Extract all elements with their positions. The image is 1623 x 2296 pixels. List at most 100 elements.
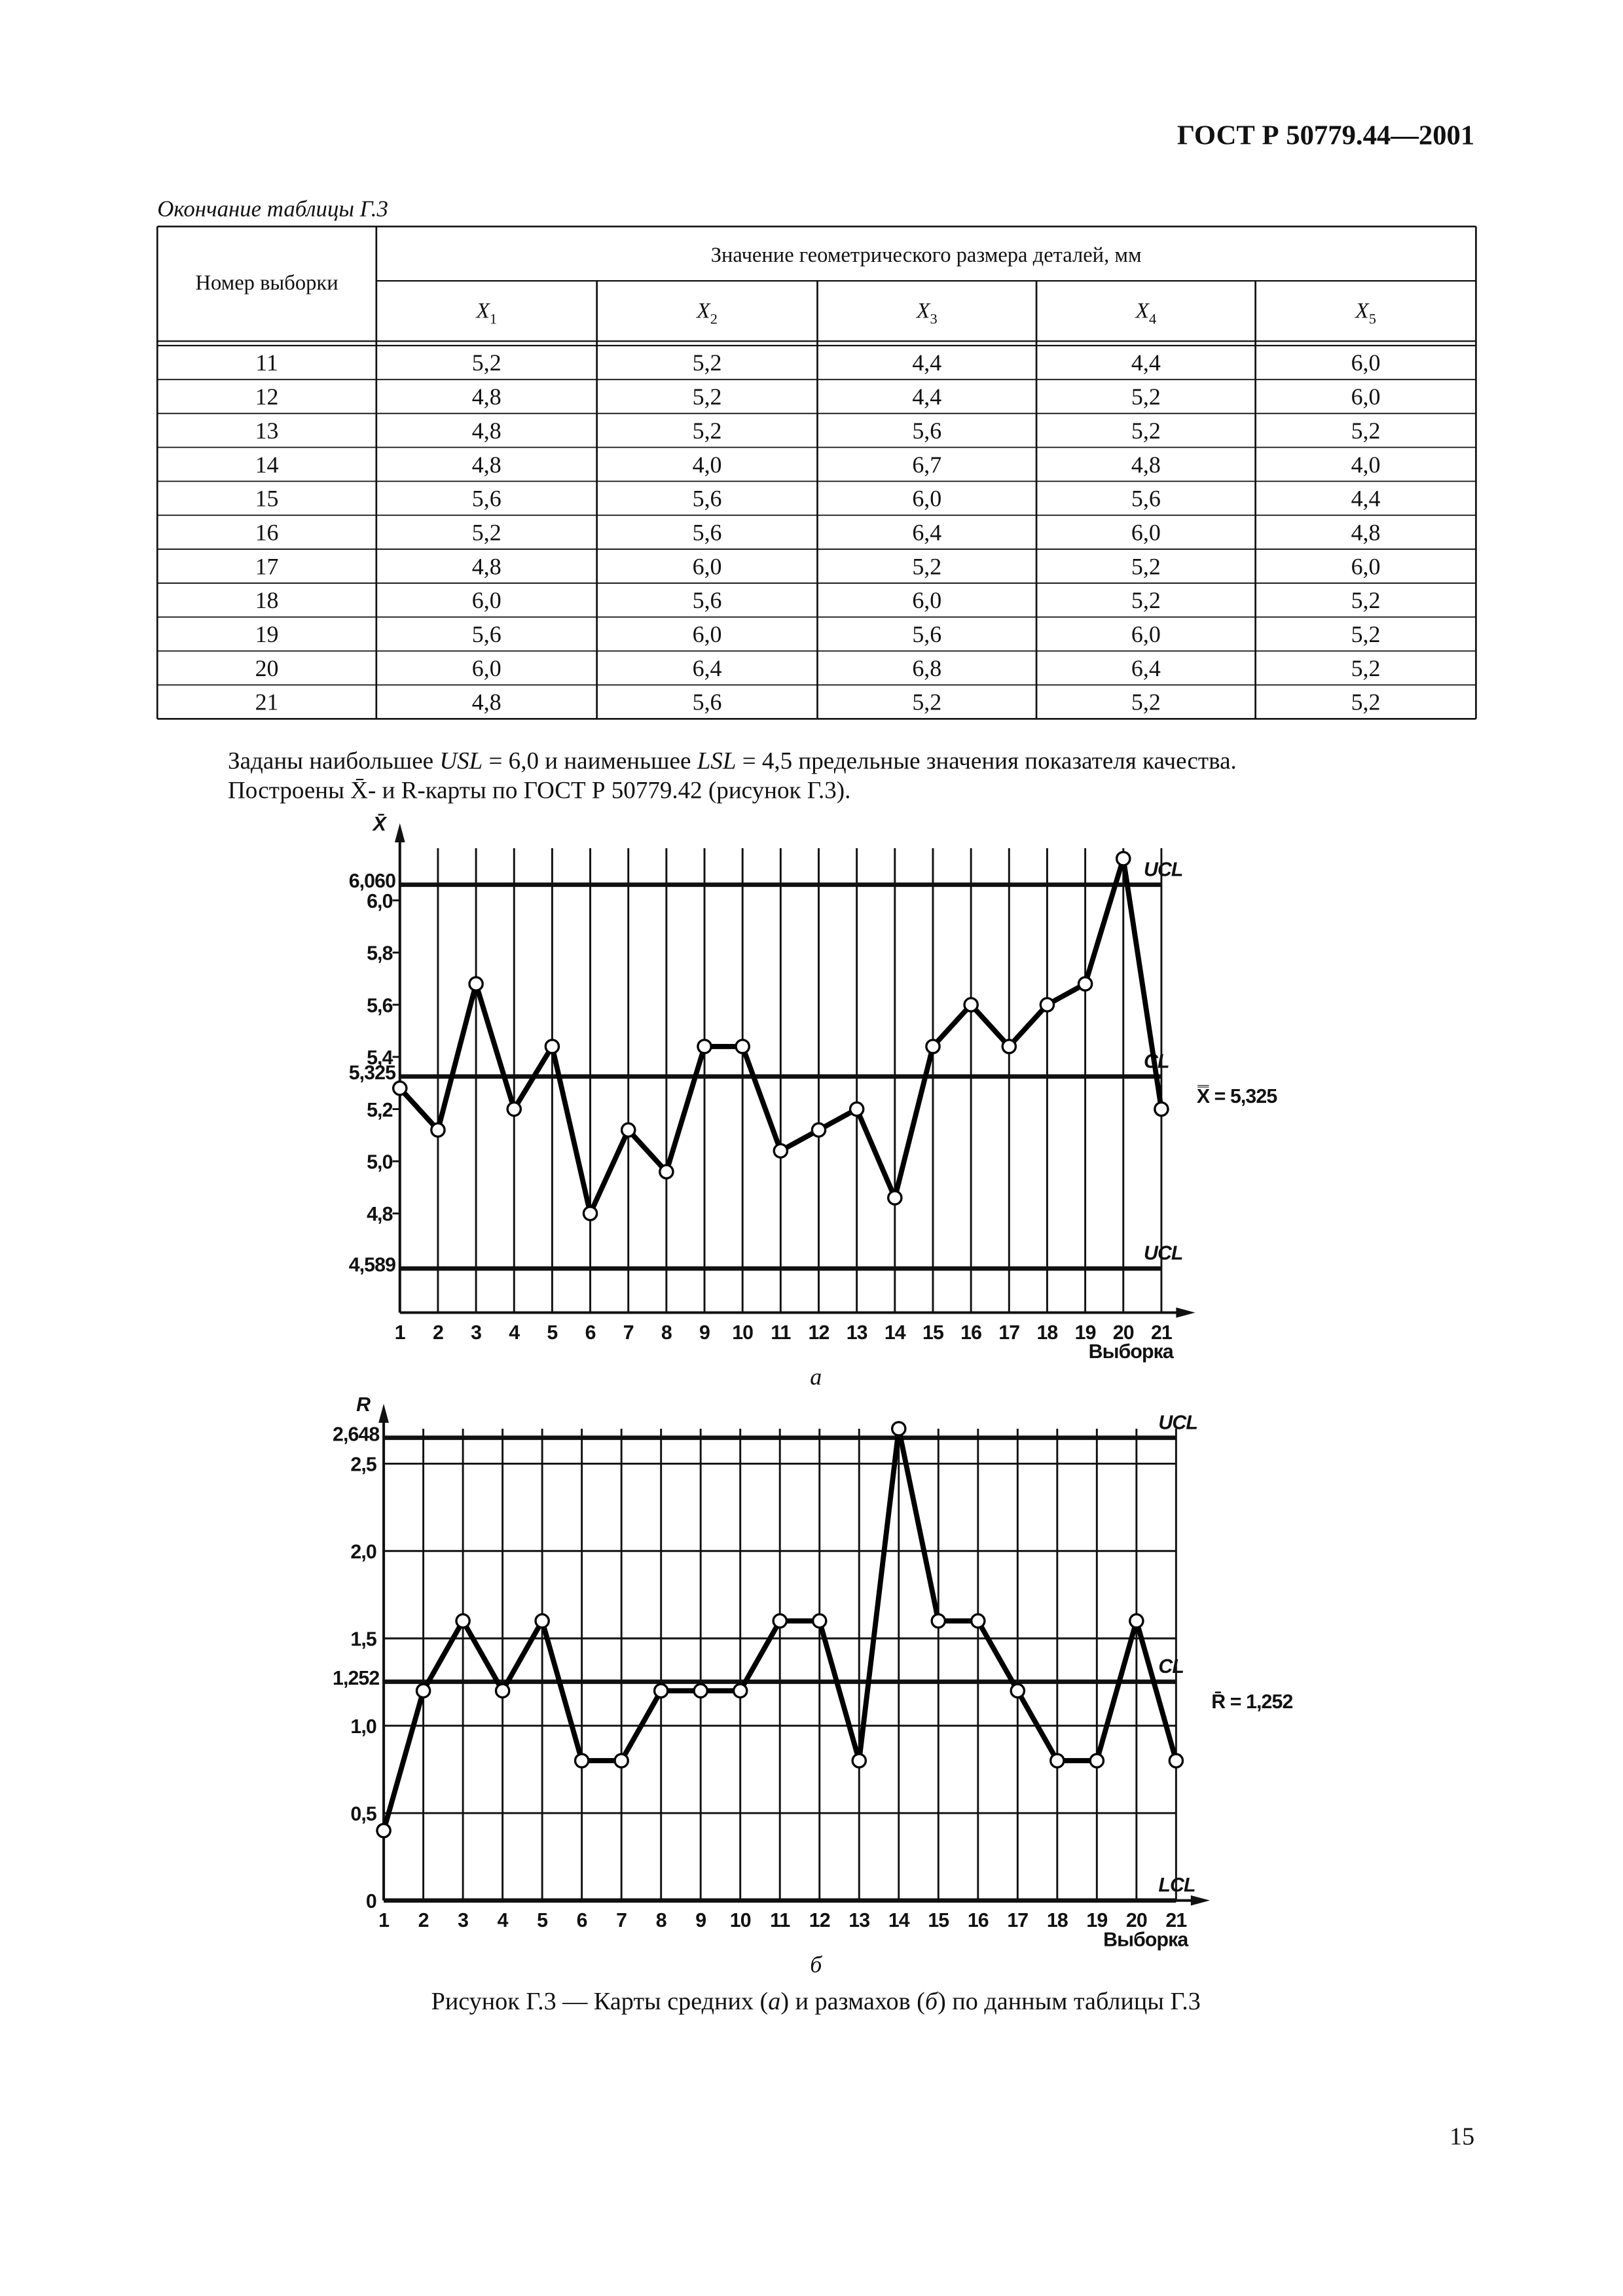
data-point: [392, 1080, 408, 1096]
text-part: LSL: [697, 748, 737, 775]
control-line-annotation: X̿ = 5,325: [1197, 1085, 1277, 1107]
data-point: [1049, 1753, 1065, 1768]
x-tick-label: 3: [458, 1910, 468, 1931]
x-tick-label: 7: [616, 1910, 627, 1931]
table-cell: 5,2: [1351, 655, 1381, 681]
x-tick-label: 9: [699, 1322, 710, 1344]
x-tick-label: 17: [1007, 1910, 1028, 1931]
column-header: X5: [1354, 298, 1376, 327]
control-line-name: UCL: [1144, 859, 1183, 880]
y-axis-label: X̄: [372, 814, 388, 835]
x-tick-label: 19: [1075, 1322, 1096, 1344]
symbol: X: [695, 298, 711, 323]
text-part: USL: [439, 748, 483, 775]
data-point: [1154, 1101, 1169, 1117]
data-point: [1115, 851, 1131, 867]
data-point: [620, 1122, 636, 1138]
text-part: ) по данным таблицы Г.3: [938, 1988, 1201, 2015]
page-number: 15: [1450, 2123, 1474, 2150]
row-header: Номер выборки: [195, 272, 338, 295]
data-point: [1089, 1753, 1105, 1768]
x-tick-label: 21: [1165, 1910, 1186, 1931]
table-cell: 4,4: [1351, 486, 1381, 512]
data-point: [773, 1143, 789, 1159]
table-cell: 5,2: [912, 553, 941, 579]
table-cell: 5,2: [472, 519, 501, 545]
control-line-value: 5,325: [349, 1062, 395, 1084]
data-point: [930, 1613, 947, 1629]
x-tick-label: 2: [418, 1910, 429, 1931]
table-cell: 6,0: [693, 621, 722, 647]
symbol: X: [915, 298, 931, 323]
text-part: а: [768, 1988, 780, 2015]
x-tick-label: 14: [888, 1910, 910, 1931]
table-cell: 16: [255, 519, 279, 545]
table-cell: 20: [255, 655, 279, 681]
data-point: [1129, 1613, 1144, 1629]
x-tick-label: 15: [928, 1910, 949, 1931]
text-line: Рисунок Г.3 — Карты средних (а) и размах…: [431, 1988, 1201, 2015]
group-header: Значение геометрического размера деталей…: [711, 243, 1142, 267]
text-part: Рисунок Г.3 — Карты средних (: [431, 1988, 769, 2015]
x-tick-label: 12: [809, 1322, 830, 1344]
data-point: [430, 1122, 446, 1138]
x-tick-label: 13: [847, 1322, 867, 1344]
table-cell: 6,0: [1131, 621, 1161, 647]
table-cell: 5,2: [1131, 587, 1161, 613]
table-cell: 6,0: [912, 587, 941, 613]
x-tick-label: 1: [378, 1910, 389, 1931]
table-cell: 5,6: [912, 621, 941, 647]
x-tick-label: 1: [395, 1322, 405, 1344]
x-axis-label: Выборка: [1103, 1929, 1189, 1950]
y-tick-label: 0: [366, 1891, 376, 1912]
y-tick-label: 4,8: [367, 1204, 392, 1225]
x-tick-label: 20: [1126, 1910, 1147, 1931]
x-tick-label: 11: [770, 1910, 790, 1931]
x-tick-label: 21: [1151, 1322, 1172, 1344]
data-point: [455, 1613, 471, 1629]
table-cell: 5,2: [1351, 689, 1381, 715]
table-cell: 5,6: [1131, 486, 1161, 512]
y-tick-label: 0,5: [350, 1803, 376, 1825]
y-tick-label: 2,0: [350, 1541, 376, 1563]
x-tick-label: 18: [1036, 1322, 1057, 1344]
table-cell: 6,0: [1351, 350, 1381, 376]
table-cell: 6,4: [912, 519, 941, 545]
x-tick-label: 16: [968, 1910, 989, 1931]
x-tick-label: 4: [509, 1322, 520, 1344]
chart-sublabel: а: [810, 1364, 822, 1390]
table-cell: 5,6: [472, 486, 501, 512]
x-tick-label: 14: [884, 1322, 906, 1344]
table-cell: 5,6: [912, 418, 941, 444]
data-point: [811, 1122, 827, 1138]
table-cell: 4,8: [1131, 452, 1161, 478]
x-tick-label: 5: [537, 1910, 547, 1931]
symbol: X: [475, 298, 490, 323]
control-line-name: UCL: [1144, 1243, 1183, 1265]
x-tick-label: 11: [771, 1322, 790, 1344]
data-point: [848, 1101, 865, 1117]
table-cell: 17: [255, 553, 279, 579]
table-cell: 4,4: [912, 384, 941, 410]
table-cell: 19: [255, 621, 279, 647]
control-line-value: 1,252: [333, 1668, 379, 1689]
x-tick-label: 15: [922, 1322, 943, 1344]
x-tick-label: 13: [848, 1910, 869, 1931]
table-cell: 4,0: [693, 452, 722, 478]
table-cell: 15: [255, 486, 279, 512]
data-point: [1001, 1039, 1017, 1054]
data-point: [659, 1164, 674, 1180]
table-cell: 6,0: [1351, 384, 1381, 410]
axis-arrow: [394, 823, 405, 842]
data-point: [697, 1039, 712, 1054]
table-cell: 6,0: [472, 587, 501, 613]
data-point: [772, 1613, 788, 1629]
data-point: [735, 1039, 750, 1054]
text-line: Построены X̄- и R-карты по ГОСТ Р 50779.…: [228, 778, 850, 804]
axis-arrow: [378, 1403, 389, 1423]
data-point: [544, 1039, 560, 1054]
data-point: [534, 1613, 550, 1629]
column-header: X1: [475, 298, 497, 327]
